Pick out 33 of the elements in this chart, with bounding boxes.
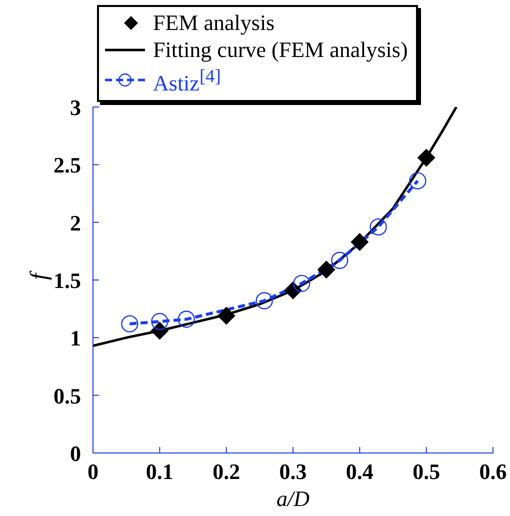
legend-label: FEM analysis <box>153 9 275 36</box>
point <box>217 306 236 325</box>
y-tick-label: 1.5 <box>54 268 81 293</box>
x-tick-label: 0.5 <box>412 459 440 484</box>
point <box>331 252 348 269</box>
point <box>370 218 387 236</box>
x-tick-label: 0.1 <box>146 459 174 484</box>
y-tick-label: 3 <box>70 95 81 120</box>
point <box>150 322 169 340</box>
point <box>151 312 168 330</box>
y-tick-label: 2 <box>70 210 81 236</box>
y-tick-label: 2.5 <box>54 152 81 178</box>
point <box>317 260 336 279</box>
point <box>409 172 426 190</box>
x-axis-title: a/D <box>276 486 310 511</box>
y-tick-label: 0.5 <box>54 383 81 408</box>
legend-label: Astiz$^{[4]}$ <box>153 65 221 96</box>
legend-label: Fitting curve (FEM analysis) <box>153 36 408 63</box>
point <box>417 148 436 167</box>
point <box>178 310 195 328</box>
x-tick-label: 0.2 <box>212 459 240 484</box>
x-tick-label: 0.4 <box>346 459 374 484</box>
point <box>121 315 138 332</box>
x-tick-label: 0.6 <box>479 459 507 484</box>
y-axis-title: f <box>26 270 53 280</box>
point <box>350 232 369 251</box>
x-tick-label: 0 <box>88 459 98 484</box>
point <box>293 274 310 292</box>
y-tick-label: 0 <box>70 441 81 466</box>
y-tick-label: 1 <box>70 326 81 351</box>
point <box>256 292 273 310</box>
point <box>284 281 302 300</box>
x-tick-label: 0.3 <box>279 459 307 484</box>
